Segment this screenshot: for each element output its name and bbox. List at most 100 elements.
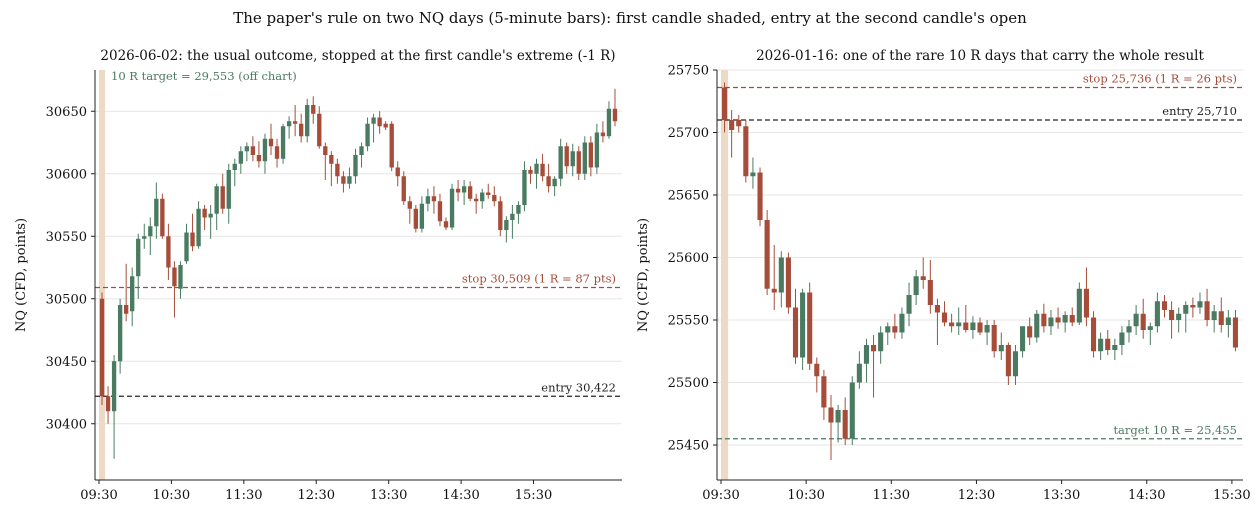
candle-body [849,382,855,439]
candle-body [214,186,219,214]
candle-body [1055,317,1061,323]
candle-body [166,236,171,268]
candle-body [232,163,237,170]
candle-body [856,363,862,383]
candle-body [455,188,461,193]
candle-body [190,232,195,247]
candle-body [449,188,455,228]
x-tick-label: 11:30 [225,488,262,503]
candle-body [292,121,298,124]
candle-body [178,265,183,289]
candle-body [504,220,509,230]
candle-body [208,213,213,218]
candle-body [814,363,820,377]
candle-body [1232,317,1239,348]
candle-body [280,126,286,159]
target-level-label: target 10 R = 25,455 [1113,423,1237,437]
y-tick-label: 25750 [668,64,709,79]
candle-body [528,170,533,174]
candle-body [341,176,346,184]
candle-body [250,146,256,155]
candle-body [401,176,406,202]
candle-body [1183,305,1189,314]
x-tick-label: 10:30 [153,488,190,503]
candle-body [359,146,364,155]
x-tick-label: 14:30 [1128,488,1165,503]
candle-body [785,257,791,308]
candle-body [821,376,827,408]
candle-body [899,313,905,333]
candle-body [582,142,587,174]
candle-body [1169,310,1175,320]
candle-body [298,123,304,137]
candle-body [365,123,370,147]
y-tick-label: 30550 [46,230,87,245]
candle-body [1069,315,1075,323]
candle-body [984,325,990,333]
x-tick-label: 09:30 [80,488,117,503]
candle-body [941,312,948,323]
candle-body [389,123,394,168]
candle-body [600,132,606,137]
y-tick-label: 25650 [668,189,709,204]
candle-body [498,201,503,230]
candle-body [721,87,728,120]
candle-body [1105,338,1111,350]
candle-body [486,192,491,195]
candle-body [564,146,569,167]
candle-body [1062,315,1068,323]
candle-body [268,138,274,147]
candle-body [413,208,419,229]
candle-body [256,155,262,162]
candle-body [750,172,756,177]
candle-body [534,163,539,174]
candle-body [977,322,983,333]
candle-body [1076,288,1082,323]
candle-body [492,195,497,202]
candle-body [437,201,443,222]
candle-body [1204,301,1210,320]
candle-body [885,326,891,333]
candle-body [570,151,575,167]
candle-body [323,146,328,155]
candle-body [480,192,485,202]
candle-body [1126,326,1132,333]
y-tick-label: 30600 [46,167,87,182]
candle-body [1211,311,1217,320]
candle-body [425,196,431,204]
candle-body [148,226,153,237]
candle-body [540,163,545,177]
candle-body [1112,345,1118,350]
candle-body [913,276,919,295]
candle-body [552,178,557,187]
candle-body [335,163,340,177]
candle-body [1147,326,1153,330]
candle-body [1005,345,1011,377]
candle-body [383,123,388,128]
y-axis-label: NQ (CFD, points) [636,218,651,332]
candle-body [771,288,777,293]
candle-body [991,325,997,352]
candle-body [1041,313,1047,327]
candle-body [371,117,376,124]
candle-body [892,326,898,333]
y-tick-label: 30500 [46,292,87,307]
candle-body [736,120,742,127]
y-axis-label: NQ (CFD, points) [14,218,29,332]
right-panel-title: 2026-01-16: one of the rare 10 R days th… [756,48,1204,64]
candle-body [729,120,735,130]
candle-body [863,345,870,364]
candle-body [949,322,955,327]
candle-body [431,196,437,202]
candle-body [467,186,473,199]
candle-body [606,108,612,137]
x-tick-label: 15:30 [1213,488,1250,503]
candle-body [160,198,165,237]
candle-body [792,307,799,358]
candle-body [311,105,316,114]
x-tick-label: 14:30 [442,488,479,503]
y-tick-label: 25550 [668,314,709,329]
y-tick-label: 30450 [46,355,87,370]
candle-body [1083,288,1089,318]
y-tick-label: 30400 [46,417,87,432]
